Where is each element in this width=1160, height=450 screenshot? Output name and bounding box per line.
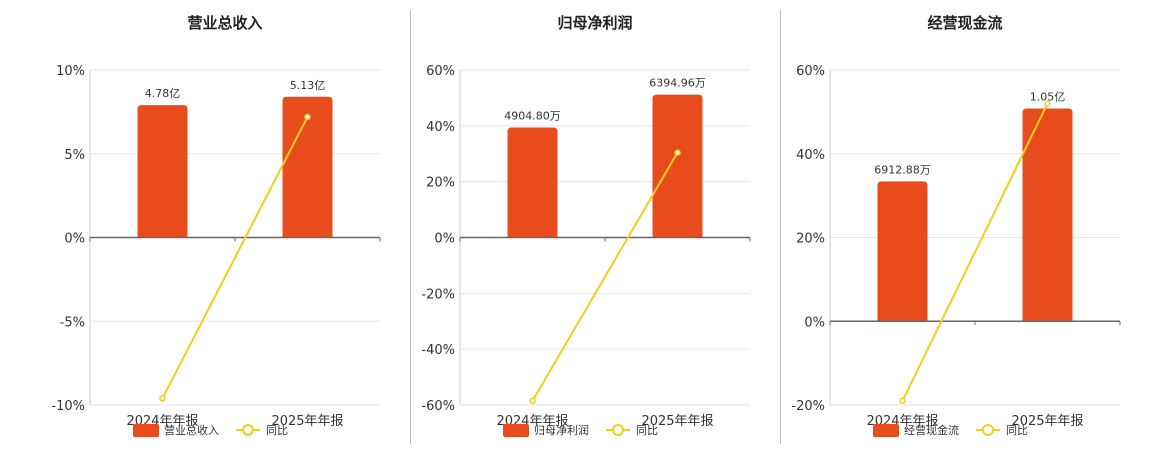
y-tick-label: 40% (426, 120, 455, 135)
yoy-point (529, 397, 536, 405)
y-tick-label: -20% (791, 399, 825, 414)
y-tick-label: 20% (796, 232, 825, 247)
bar-value-label: 4904.80万 (504, 110, 561, 123)
legend-line-label: 同比 (1006, 424, 1028, 437)
bar (137, 105, 188, 238)
y-tick-label: 0% (434, 232, 455, 247)
y-tick-label: 0% (64, 232, 85, 247)
yoy-point (304, 113, 311, 121)
legend-bar-swatch (133, 424, 159, 437)
chart-title: 归母净利润 (557, 14, 632, 32)
bar (1022, 108, 1073, 322)
yoy-line (161, 116, 309, 399)
y-tick-label: 0% (804, 315, 825, 330)
y-tick-label: -40% (421, 343, 455, 358)
cashflow-chart: 经营现金流60%40%20%0%-20%6912.88万1.05亿2024年年报… (791, 14, 1121, 437)
legend-line-label: 同比 (266, 424, 288, 437)
chart-title: 经营现金流 (927, 14, 1002, 32)
y-tick-label: -60% (421, 399, 455, 414)
chart-title: 营业总收入 (187, 14, 262, 32)
x-tick-label: 2025年年报 (1011, 414, 1083, 429)
yoy-point (899, 397, 906, 405)
legend-line-marker (612, 424, 624, 436)
legend-bar-label: 经营现金流 (904, 423, 959, 437)
x-tick-label: 2025年年报 (271, 414, 343, 429)
y-tick-label: 40% (796, 148, 825, 163)
yoy-line (901, 103, 1049, 402)
legend-line-marker (982, 424, 994, 436)
net-profit-chart-panel: 归母净利润 60% 40% 20% 0% -20% -40% -60% 4904.80万 6394… (410, 0, 780, 450)
legend-line-label: 同比 (636, 424, 658, 437)
y-tick-label: 60% (426, 64, 455, 79)
y-tick-label: -5% (60, 315, 85, 330)
bar (507, 127, 558, 238)
yoy-point (159, 395, 166, 402)
y-tick-label: 5% (64, 148, 85, 163)
panel-divider (410, 10, 411, 444)
legend-bar-swatch (873, 424, 899, 437)
x-tick-label: 2025年年报 (641, 414, 713, 429)
net-profit-chart: 归母净利润 60% 40% 20% 0% -20% -40% -60% 4904.80万 6394… (421, 14, 751, 437)
legend-bar-label: 营业总收入 (164, 423, 219, 437)
y-tick-label: -10% (51, 399, 85, 414)
bar (652, 94, 703, 238)
revenue-chart-panel: 营业总收入 10% 5% 0% -5% -10% 4.78亿 5.13亿 2024年年报 2025… (40, 0, 410, 450)
yoy-point (1044, 100, 1051, 107)
cashflow-chart-panel: 经营现金流 60% 40% 20% 0% -20% 6912.88万 1.05亿 2024年年报… (780, 0, 1150, 450)
y-tick-label: -20% (421, 287, 455, 302)
bar-value-label: 1.05亿 (1030, 91, 1066, 104)
legend-bar-label: 归母净利润 (534, 423, 589, 437)
bar (877, 181, 928, 322)
bar-value-label: 6394.96万 (649, 77, 706, 90)
y-tick-label: 20% (426, 176, 455, 191)
bar-value-label: 6912.88万 (874, 163, 931, 176)
y-tick-label: 10% (56, 64, 85, 79)
panel-divider (780, 10, 781, 444)
bar (282, 96, 333, 238)
bar-value-label: 4.78亿 (145, 87, 181, 100)
yoy-point (674, 149, 681, 156)
y-tick-label: 60% (796, 64, 825, 79)
bar-value-label: 5.13亿 (290, 79, 326, 92)
legend-line-marker (242, 424, 254, 436)
yoy-line (531, 152, 679, 402)
legend-bar-swatch (503, 424, 529, 437)
